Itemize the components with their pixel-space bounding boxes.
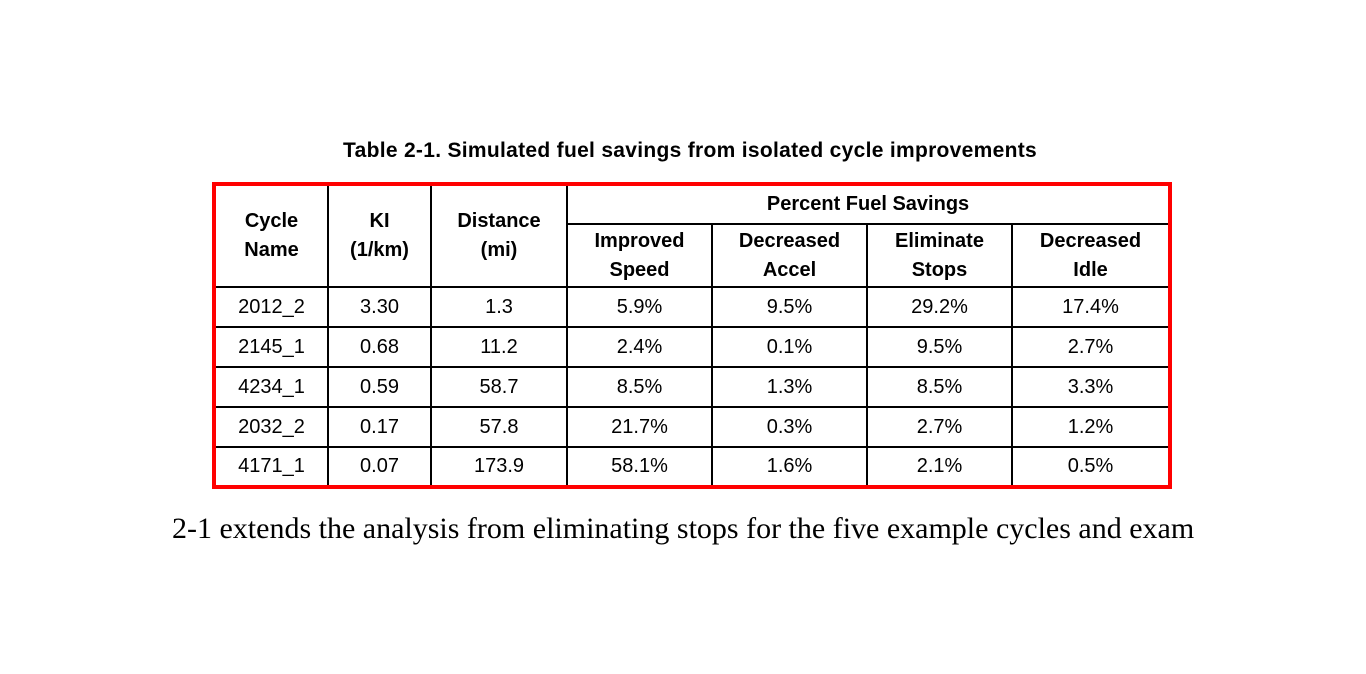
col-header-distance: Distance (mi) [430, 183, 568, 288]
cell-eliminate-stops: 29.2% [866, 286, 1013, 328]
cell-ki: 3.30 [327, 286, 432, 328]
cell-decreased-accel: 0.1% [711, 326, 868, 368]
cell-eliminate-stops: 9.5% [866, 326, 1013, 368]
table-row: 2145_1 0.68 11.2 2.4% 0.1% 9.5% 2.7% [213, 326, 1172, 368]
cell-cycle-name: 2012_2 [213, 286, 329, 328]
cell-distance: 57.8 [430, 406, 568, 448]
cell-decreased-accel: 1.6% [711, 446, 868, 488]
cell-ki: 0.59 [327, 366, 432, 408]
cell-ki: 0.68 [327, 326, 432, 368]
col-header-decreased-idle: Decreased Idle [1010, 223, 1172, 288]
cell-ki: 0.17 [327, 406, 432, 448]
table-row: 2032_2 0.17 57.8 21.7% 0.3% 2.7% 1.2% [213, 406, 1172, 448]
col-header-improved-speed: Improved Speed [566, 223, 713, 288]
cell-improved-speed: 8.5% [566, 366, 713, 408]
col-header-ki: KI (1/km) [327, 183, 432, 288]
col-header-eliminate-stops: Eliminate Stops [866, 223, 1013, 288]
cell-distance: 11.2 [430, 326, 568, 368]
cell-decreased-accel: 9.5% [711, 286, 868, 328]
cell-eliminate-stops: 8.5% [866, 366, 1013, 408]
cell-improved-speed: 21.7% [566, 406, 713, 448]
cell-eliminate-stops: 2.1% [866, 446, 1013, 488]
fuel-savings-table: Cycle Name KI (1/km) Distance (mi) Perce… [212, 182, 1173, 489]
cell-improved-speed: 5.9% [566, 286, 713, 328]
table-caption: Table 2-1. Simulated fuel savings from i… [343, 139, 1037, 162]
col-header-decreased-accel: Decreased Accel [711, 223, 868, 288]
cell-cycle-name: 4171_1 [213, 446, 329, 488]
cell-distance: 58.7 [430, 366, 568, 408]
cell-improved-speed: 2.4% [566, 326, 713, 368]
table-row: 4234_1 0.59 58.7 8.5% 1.3% 8.5% 3.3% [213, 366, 1172, 408]
table-row: 4171_1 0.07 173.9 58.1% 1.6% 2.1% 0.5% [213, 446, 1172, 488]
cell-decreased-idle: 0.5% [1010, 446, 1172, 488]
body-text: 2-1 extends the analysis from eliminatin… [172, 512, 1195, 545]
col-header-cycle-name: Cycle Name [213, 183, 329, 288]
header-row-group: Cycle Name KI (1/km) Distance (mi) Perce… [213, 183, 1172, 288]
table-row: 2012_2 3.30 1.3 5.9% 9.5% 29.2% 17.4% [213, 286, 1172, 328]
cell-cycle-name: 2145_1 [213, 326, 329, 368]
cell-ki: 0.07 [327, 446, 432, 488]
cell-cycle-name: 4234_1 [213, 366, 329, 408]
cell-decreased-idle: 1.2% [1010, 406, 1172, 448]
col-group-header-percent-fuel-savings: Percent Fuel Savings [565, 183, 1172, 225]
cell-decreased-idle: 2.7% [1010, 326, 1172, 368]
cell-cycle-name: 2032_2 [213, 406, 329, 448]
cell-decreased-accel: 1.3% [711, 366, 868, 408]
cell-eliminate-stops: 2.7% [866, 406, 1013, 448]
cell-decreased-idle: 3.3% [1010, 366, 1172, 408]
cell-improved-speed: 58.1% [566, 446, 713, 488]
cell-distance: 173.9 [430, 446, 568, 488]
header-row-sub: Improved Speed Decreased Accel Eliminate… [214, 223, 1172, 288]
cell-distance: 1.3 [430, 286, 568, 328]
cell-decreased-accel: 0.3% [711, 406, 868, 448]
cell-decreased-idle: 17.4% [1010, 286, 1172, 328]
